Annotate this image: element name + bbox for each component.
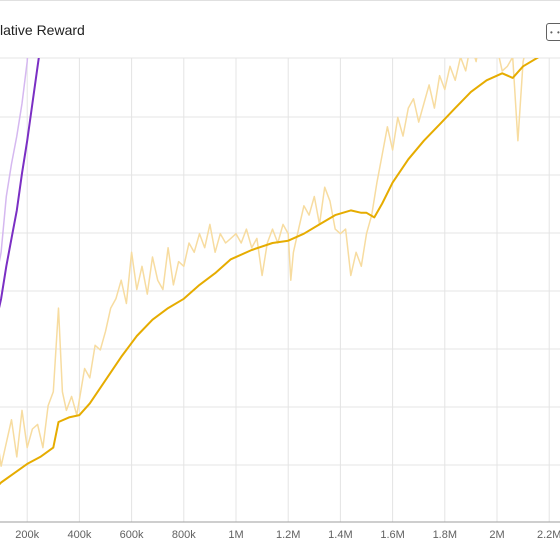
x-tick-label: 800k <box>172 529 196 541</box>
x-tick-label: 600k <box>120 529 144 541</box>
series-raw-line-0 <box>0 58 525 467</box>
x-tick-label: 1.4M <box>328 529 352 541</box>
x-tick-label: 400k <box>67 529 91 541</box>
x-tick-label: 1M <box>228 529 243 541</box>
expand-icon[interactable]: • • <box>546 23 560 41</box>
chart-title: lative Reward <box>0 22 85 38</box>
x-tick-label: 2.2M <box>537 529 560 541</box>
series-raw-line-1 <box>0 58 29 263</box>
x-tick-label: 1.6M <box>380 529 404 541</box>
series-smoothed-line-1 <box>0 58 40 309</box>
x-tick-label: 200k <box>15 529 39 541</box>
x-tick-label: 1.8M <box>433 529 457 541</box>
x-tick-label: 1.2M <box>276 529 300 541</box>
x-tick-label: 2M <box>489 529 504 541</box>
series-smoothed-line-0 <box>0 58 540 486</box>
top-border <box>0 0 560 1</box>
